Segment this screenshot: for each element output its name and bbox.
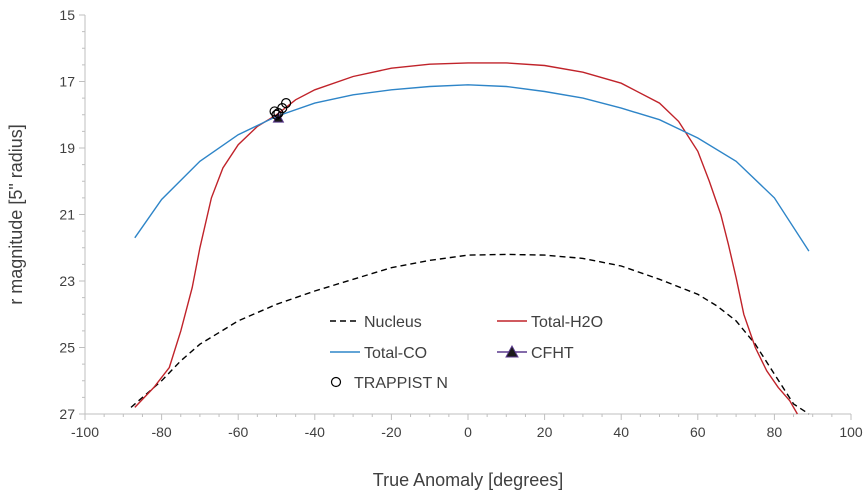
legend-marker <box>505 344 519 358</box>
legend-label: CFHT <box>531 345 574 362</box>
legend-marker <box>330 376 342 388</box>
x-tick-label: 40 <box>613 424 629 440</box>
legend-label: TRAPPIST N <box>354 375 448 392</box>
series-line-nucleus <box>130 253 810 415</box>
markers-layer <box>269 98 292 123</box>
x-tick-label: -20 <box>381 424 401 440</box>
x-tick-label: 0 <box>464 424 472 440</box>
y-tick-label: 15 <box>59 7 75 23</box>
legend-item-total-co: Total-CO <box>330 345 427 362</box>
y-tick-label: 19 <box>59 140 75 156</box>
point-trappist-n <box>271 109 282 120</box>
x-tick-label: -80 <box>151 424 171 440</box>
x-tick-label: 60 <box>690 424 706 440</box>
y-tick-label: 23 <box>59 273 75 289</box>
legend-item-trappist-n: TRAPPIST N <box>330 375 448 392</box>
legend-item-nucleus: Nucleus <box>330 314 422 331</box>
x-tick-label: -40 <box>305 424 325 440</box>
y-tick-label: 21 <box>59 207 75 223</box>
x-tick-label: 80 <box>767 424 783 440</box>
series-line-total-h2o <box>134 62 799 415</box>
series-line-total-co <box>134 84 810 252</box>
axes: 15 17 19 21 23 25 27 -100 -80 -60 -40 -20 0 20 40 60 80 1… <box>59 7 862 440</box>
legend: Nucleus Total-H2O Total-CO CFHT TRAPPIST N <box>330 314 603 392</box>
x-tick-label: 20 <box>537 424 553 440</box>
legend-label: Total-H2O <box>531 314 603 331</box>
x-axis-title: True Anomaly [degrees] <box>373 470 563 490</box>
legend-label: Total-CO <box>364 345 427 362</box>
y-tick-label: 25 <box>59 340 75 356</box>
y-axis-title: r magnitude [5" radius] <box>6 124 26 304</box>
point-trappist-n <box>280 98 292 109</box>
y-tick-label: 17 <box>59 74 75 90</box>
x-tick-label: 100 <box>839 424 863 440</box>
y-tick-label: 27 <box>59 406 75 422</box>
x-tick-label: -60 <box>228 424 248 440</box>
legend-label: Nucleus <box>364 314 422 331</box>
x-tick-label: -100 <box>71 424 99 440</box>
legend-item-cfht: CFHT <box>497 344 574 362</box>
series-layer <box>130 62 810 415</box>
legend-item-total-h2o: Total-H2O <box>497 314 603 331</box>
